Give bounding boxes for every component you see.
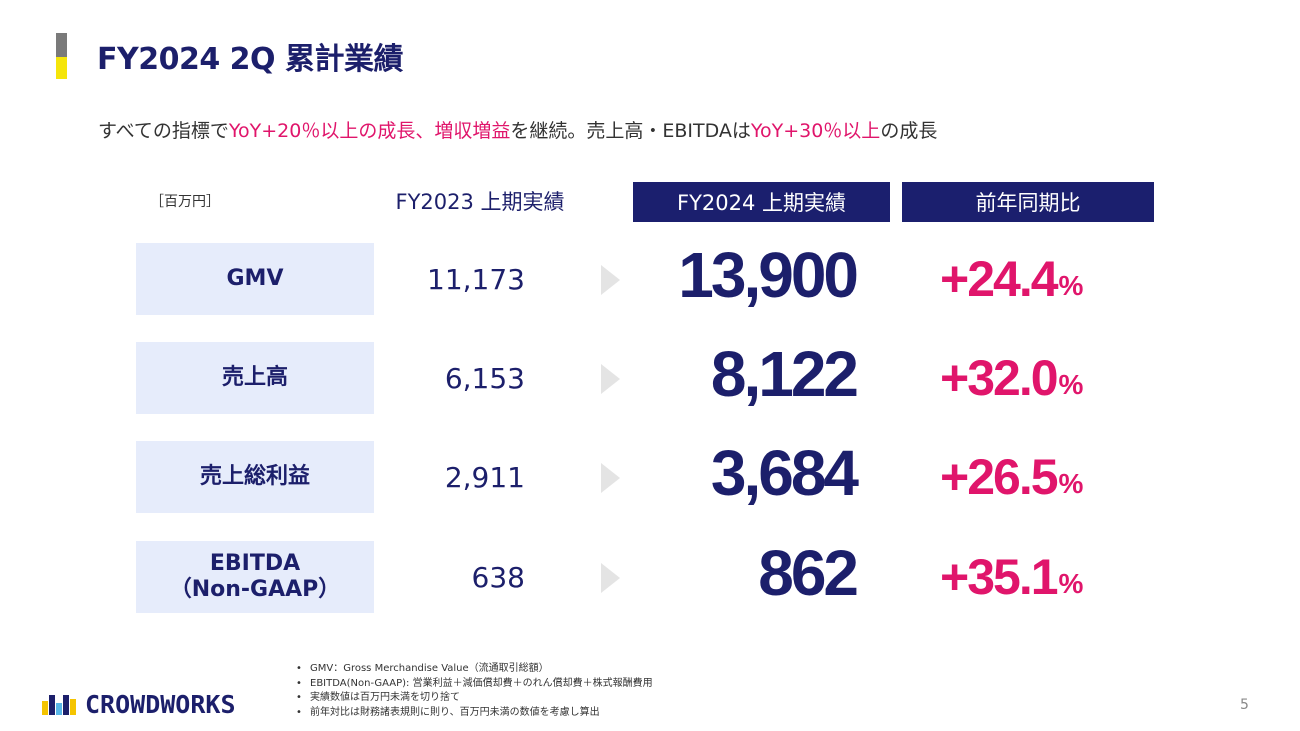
yoy-value: +26.5% xyxy=(940,437,1160,517)
current-value: 3,684 xyxy=(710,437,859,509)
current-value: 8,122 xyxy=(710,338,859,410)
yoy-number: +35.1 xyxy=(940,549,1059,605)
table-row-revenue: 売上高 6,153 8,122 +32.0% xyxy=(0,338,1300,414)
prev-value: 638 xyxy=(471,560,525,594)
table-row-gmv: GMV 11,173 13,900 +24.4% xyxy=(0,239,1300,315)
column-header-yoy: 前年同期比 xyxy=(902,182,1154,222)
yoy-number: +26.5 xyxy=(940,449,1059,505)
subtitle-part: を継続。売上高・EBITDAは xyxy=(510,120,751,142)
prev-value: 2,911 xyxy=(444,460,525,494)
footnote: 実績数値は百万円未満を切り捨て xyxy=(296,691,653,706)
page-title: FY2024 2Q 累計業績 xyxy=(97,42,403,77)
footnotes: GMV：Gross Merchandise Value（流通取引総額） EBIT… xyxy=(296,662,653,720)
unit-label: ［百万円］ xyxy=(150,194,220,210)
arrow-right-icon xyxy=(601,364,620,394)
percent-sign: % xyxy=(1058,568,1084,599)
current-value: 13,900 xyxy=(678,239,859,311)
percent-sign: % xyxy=(1058,270,1084,301)
row-label: GMV xyxy=(136,243,374,315)
table-row-gross-profit: 売上総利益 2,911 3,684 +26.5% xyxy=(0,437,1300,513)
subtitle-highlight: YoY+30％以上 xyxy=(750,120,881,142)
table-row-ebitda: EBITDA （Non-GAAP） 638 862 +35.1% xyxy=(0,537,1300,613)
title-accent-yellow xyxy=(56,57,67,79)
yoy-value: +32.0% xyxy=(940,338,1160,418)
prev-value: 11,173 xyxy=(427,262,525,296)
current-value: 862 xyxy=(758,537,859,609)
yoy-value: +35.1% xyxy=(940,537,1160,617)
percent-sign: % xyxy=(1058,369,1084,400)
yoy-number: +24.4 xyxy=(940,251,1059,307)
yoy-number: +32.0 xyxy=(940,350,1059,406)
subtitle: すべての指標でYoY+20％以上の成長、増収増益を継続。売上高・EBITDAはY… xyxy=(98,116,937,143)
logo-mark-icon xyxy=(42,694,77,715)
row-label: EBITDA （Non-GAAP） xyxy=(136,541,374,613)
row-label: 売上総利益 xyxy=(136,441,374,513)
subtitle-highlight: YoY+20％以上の成長、増収増益 xyxy=(228,120,511,142)
row-label: 売上高 xyxy=(136,342,374,414)
crowdworks-logo: CROWDWORKS xyxy=(42,690,236,719)
column-header-current: FY2024 上期実績 xyxy=(633,182,890,222)
prev-value: 6,153 xyxy=(444,361,525,395)
yoy-value: +24.4% xyxy=(940,239,1160,319)
footnote: EBITDA(Non-GAAP): 営業利益＋減価償却費＋のれん償却費＋株式報酬… xyxy=(296,677,653,692)
column-header-prev: FY2023 上期実績 xyxy=(395,190,565,214)
arrow-right-icon xyxy=(601,265,620,295)
page-number: 5 xyxy=(1240,697,1249,713)
title-accent-gray xyxy=(56,33,67,57)
footnote: GMV：Gross Merchandise Value（流通取引総額） xyxy=(296,662,653,677)
arrow-right-icon xyxy=(601,463,620,493)
subtitle-part: すべての指標で xyxy=(98,120,229,142)
logo-text: CROWDWORKS xyxy=(85,690,236,719)
footnote: 前年対比は財務諸表規則に則り、百万円未満の数値を考慮し算出 xyxy=(296,706,653,721)
subtitle-part: の成長 xyxy=(880,120,938,142)
percent-sign: % xyxy=(1058,468,1084,499)
arrow-right-icon xyxy=(601,563,620,593)
